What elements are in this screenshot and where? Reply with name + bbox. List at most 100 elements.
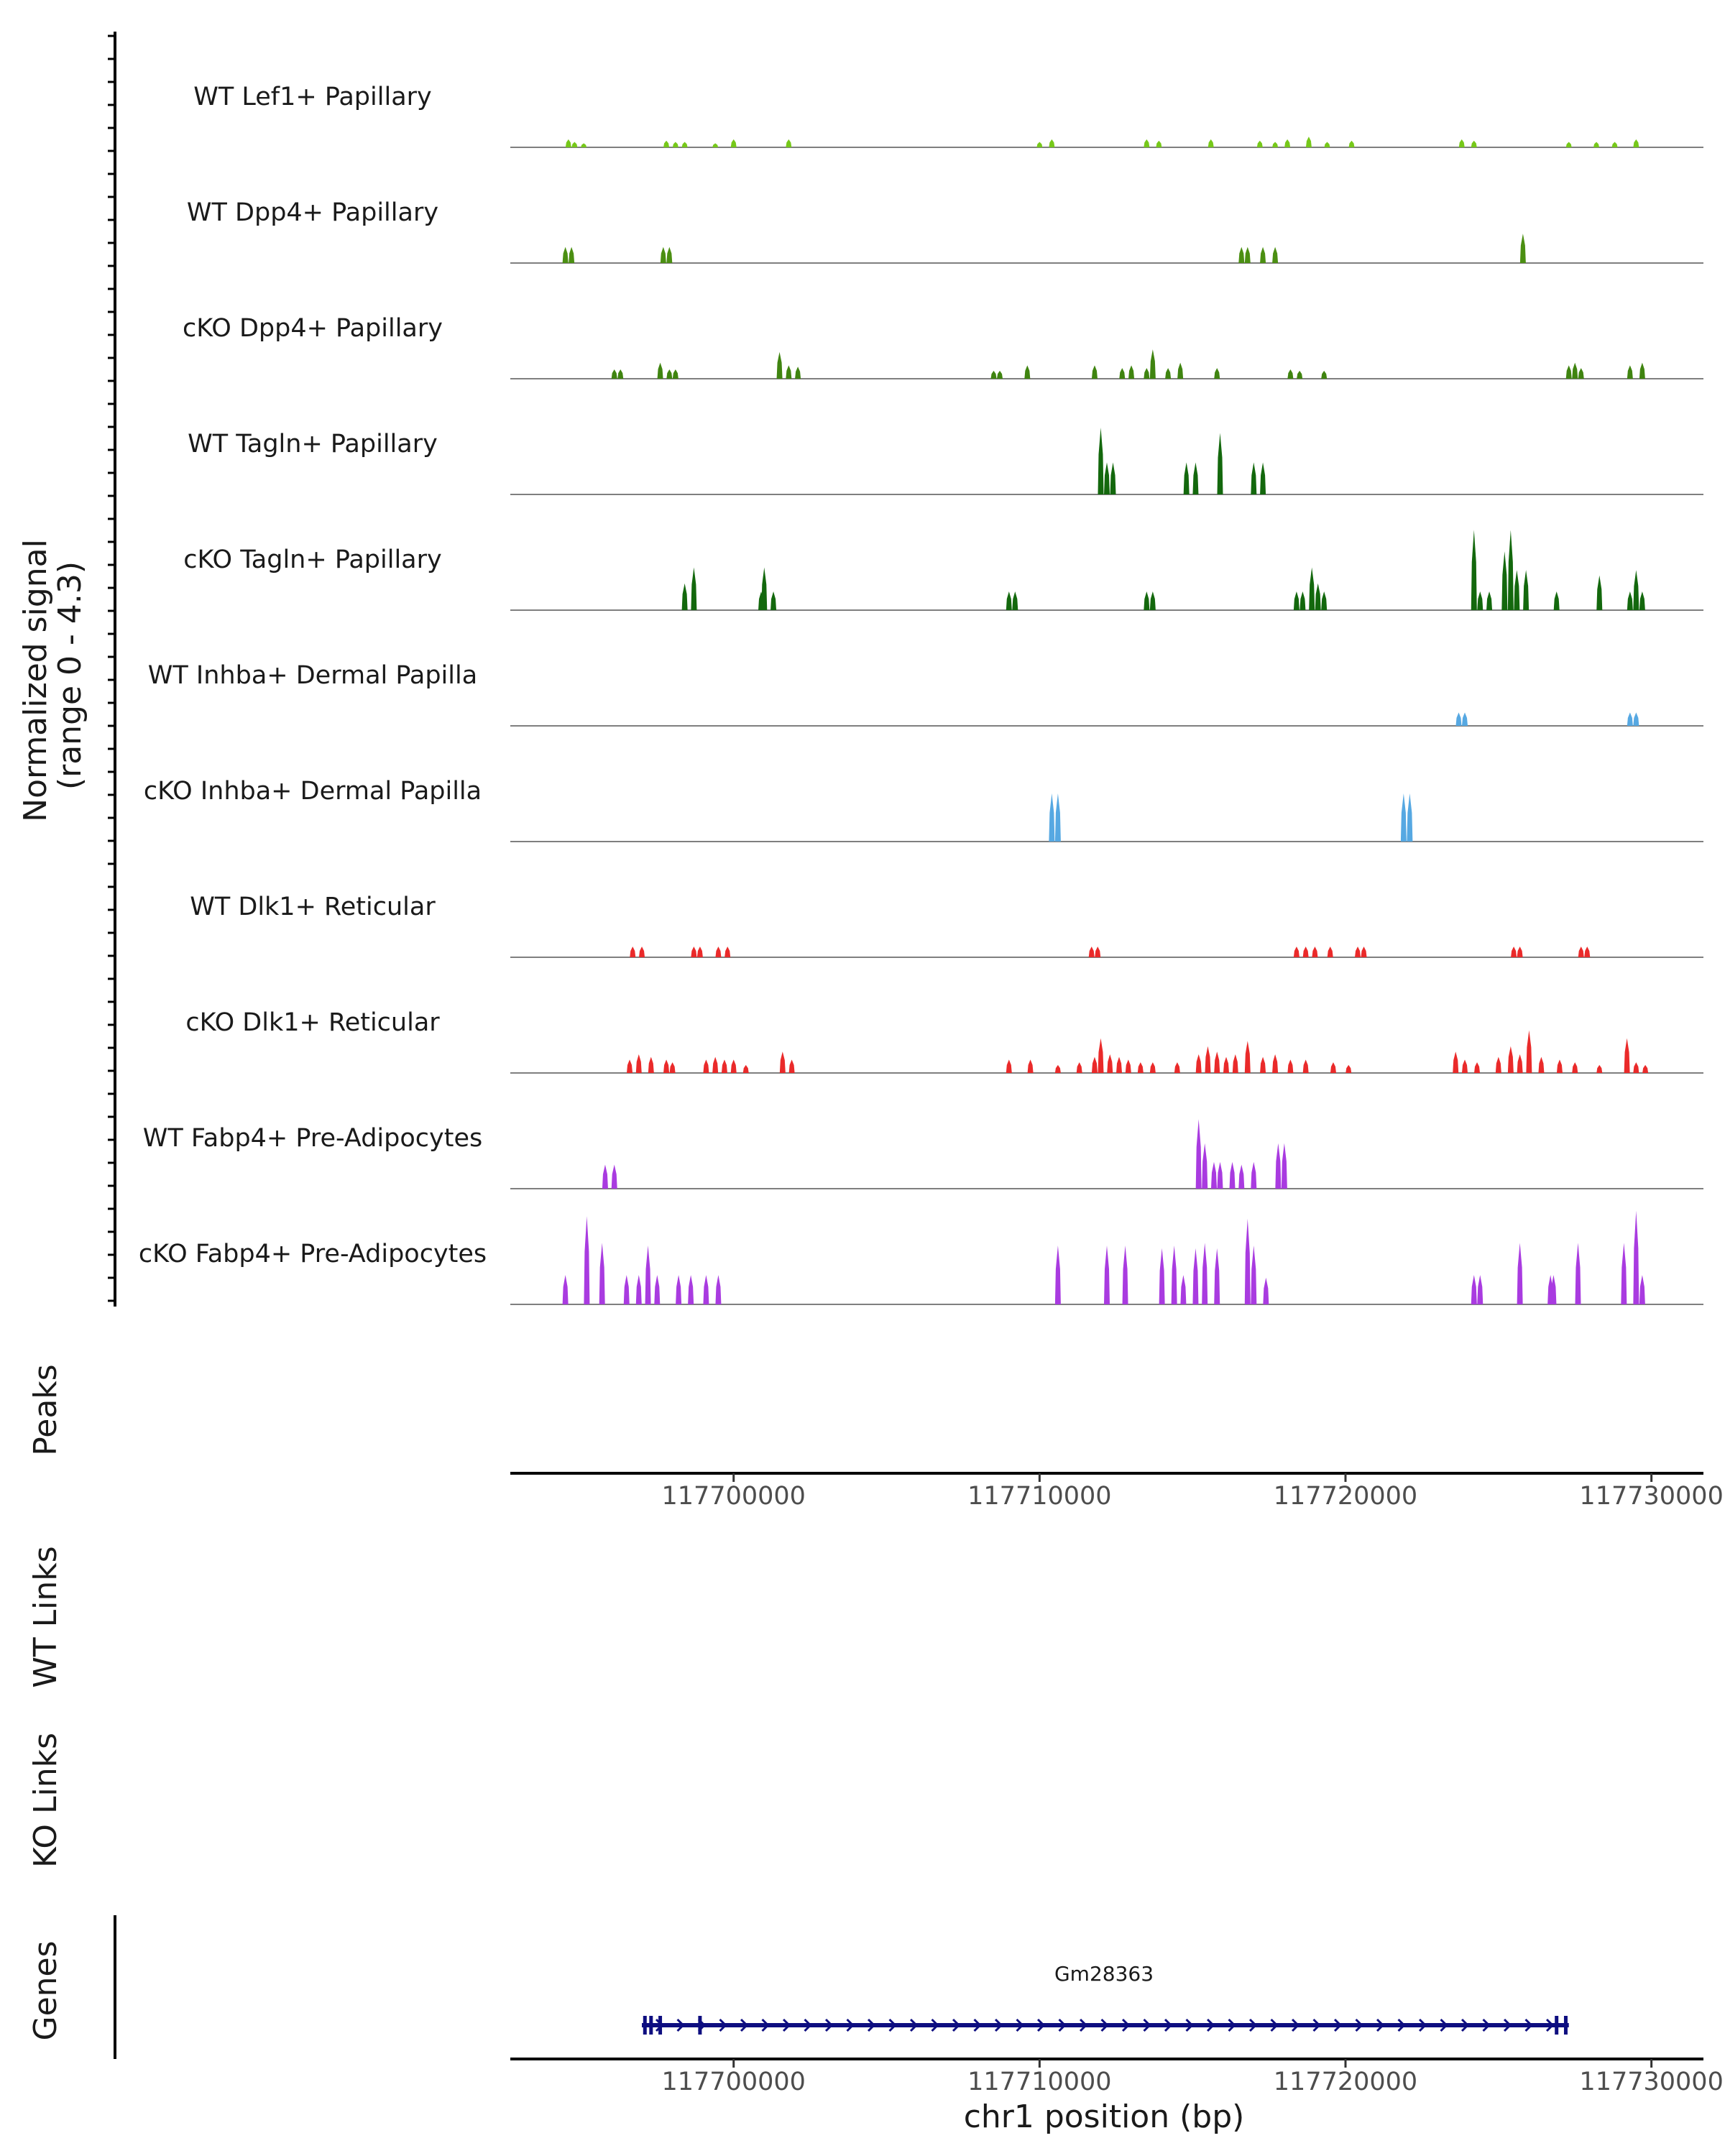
- coverage-peak: [1006, 591, 1012, 610]
- coverage-peak: [786, 365, 792, 379]
- x-tick-label: 117710000: [967, 2068, 1111, 2096]
- coverage-peak: [742, 1064, 749, 1073]
- x-tick-label: 117730000: [1579, 2068, 1723, 2096]
- coverage-peak: [1149, 591, 1156, 610]
- coverage-peak: [997, 370, 1003, 379]
- track-10: cKO Fabp4+ Pre-Adipocytes: [139, 1210, 1703, 1305]
- coverage-peak: [635, 1275, 642, 1304]
- y-axis-label-line-1: Normalized signal: [17, 539, 54, 822]
- coverage-peak: [1244, 247, 1251, 263]
- strand-arrow: [1121, 2018, 1131, 2032]
- coverage-peak: [1627, 591, 1633, 610]
- strand-arrow: [867, 2018, 876, 2032]
- coverage-peak: [1180, 1275, 1187, 1304]
- coverage-peak: [691, 567, 697, 610]
- strand-arrow: [676, 2018, 685, 2032]
- coverage-peak: [712, 1056, 719, 1073]
- coverage-peak: [724, 946, 731, 957]
- coverage-peak: [1054, 1245, 1061, 1304]
- coverage-peak: [1553, 591, 1560, 610]
- coverage-peak: [666, 369, 673, 379]
- coverage-peak: [1174, 1062, 1180, 1073]
- coverage-peak: [1229, 1161, 1236, 1189]
- strand-arrow: [1312, 2018, 1321, 2032]
- coverage-peak: [1572, 1062, 1578, 1073]
- track-6: cKO Inhba+ Dermal Papilla: [144, 777, 1703, 842]
- coverage-peak: [1526, 1030, 1532, 1073]
- strand-arrow: [931, 2018, 939, 2032]
- coverage-peak: [1144, 591, 1150, 610]
- strand-arrow: [1228, 2018, 1236, 2032]
- coverage-peak: [1305, 137, 1312, 147]
- x-tick-label: 117700000: [662, 2068, 806, 2096]
- coverage-peak: [1321, 370, 1328, 379]
- strand-arrow: [1376, 2018, 1385, 2032]
- coverage-peak: [1639, 362, 1645, 379]
- strand-arrow: [909, 2018, 919, 2032]
- coverage-peak: [1611, 142, 1618, 147]
- track-7: WT Dlk1+ Reticular: [190, 893, 1703, 958]
- coverage-peak: [1098, 1038, 1104, 1073]
- coverage-peak: [1232, 1054, 1238, 1073]
- y-axis-label: Normalized signal (range 0 - 4.3): [17, 529, 88, 822]
- coverage-peak: [1471, 140, 1477, 147]
- coverage-peak: [1477, 591, 1484, 610]
- coverage-peak: [1012, 591, 1018, 610]
- track-label: WT Lef1+ Papillary: [193, 83, 432, 111]
- strand-arrow: [952, 2018, 961, 2032]
- coverage-peak: [663, 140, 670, 147]
- strand-arrow: [1291, 2018, 1300, 2032]
- coverage-peak: [581, 143, 587, 147]
- strand-arrow: [1270, 2018, 1279, 2032]
- coverage-peak: [1214, 368, 1220, 379]
- coverage-peak: [669, 1062, 676, 1073]
- coverage-peak: [1054, 1064, 1061, 1073]
- x-axis-ticks-top: 117700000 117710000 117720000 117730000: [662, 1473, 1724, 1511]
- coverage-peak: [715, 1275, 722, 1304]
- coverage-peak: [1471, 530, 1477, 610]
- coverage-peak: [1309, 567, 1315, 610]
- strand-arrow: [888, 2018, 897, 2032]
- coverage-peak: [1556, 1059, 1563, 1073]
- coverage-peak: [602, 1164, 608, 1189]
- coverage-peak: [1324, 142, 1330, 147]
- coverage-peak: [788, 1059, 795, 1073]
- track-2: cKO Dpp4+ Papillary: [183, 314, 1703, 379]
- coverage-peak: [565, 139, 571, 147]
- strand-arrow: [846, 2018, 855, 2032]
- y-axis-label-line-2: (range 0 - 4.3): [52, 561, 88, 790]
- coverage-peak: [1538, 1056, 1545, 1073]
- coverage-peak: [1125, 1059, 1131, 1073]
- coverage-peak: [1517, 1054, 1523, 1073]
- coverage-peak: [1302, 1059, 1309, 1073]
- coverage-peak: [1192, 1248, 1199, 1304]
- coverage-peak: [1633, 1062, 1639, 1073]
- coverage-peak: [1256, 140, 1263, 147]
- track-label: WT Fabp4+ Pre-Adipocytes: [143, 1124, 482, 1153]
- coverage-peak: [1238, 1164, 1245, 1189]
- coverage-peak: [1205, 1046, 1211, 1073]
- coverage-peak: [627, 1059, 632, 1073]
- coverage-peak: [1346, 1064, 1352, 1073]
- coverage-peak: [663, 1059, 670, 1073]
- coverage-peak: [1486, 591, 1493, 610]
- coverage-peak: [688, 1275, 694, 1304]
- coverage-peak: [1327, 946, 1333, 957]
- coverage-peak: [1297, 370, 1303, 379]
- coverage-peak: [1272, 142, 1279, 147]
- strand-arrow: [719, 2018, 727, 2032]
- coverage-peak: [730, 139, 737, 147]
- track-label: cKO Dlk1+ Reticular: [185, 1008, 440, 1037]
- coverage-peak: [1251, 1161, 1257, 1189]
- coverage-peak: [1584, 946, 1591, 957]
- coverage-peak: [1054, 793, 1061, 842]
- coverage-peak: [1091, 1056, 1098, 1073]
- coverage-peak: [654, 1275, 661, 1304]
- coverage-peak: [761, 567, 768, 610]
- coverage-peak: [1195, 1054, 1202, 1073]
- strand-arrow: [1460, 2018, 1470, 2032]
- strand-arrow: [1164, 2018, 1173, 2032]
- x-tick-label: 117720000: [1274, 2068, 1417, 2096]
- coverage-peak: [1624, 1038, 1630, 1073]
- coverage-peak: [1633, 570, 1639, 610]
